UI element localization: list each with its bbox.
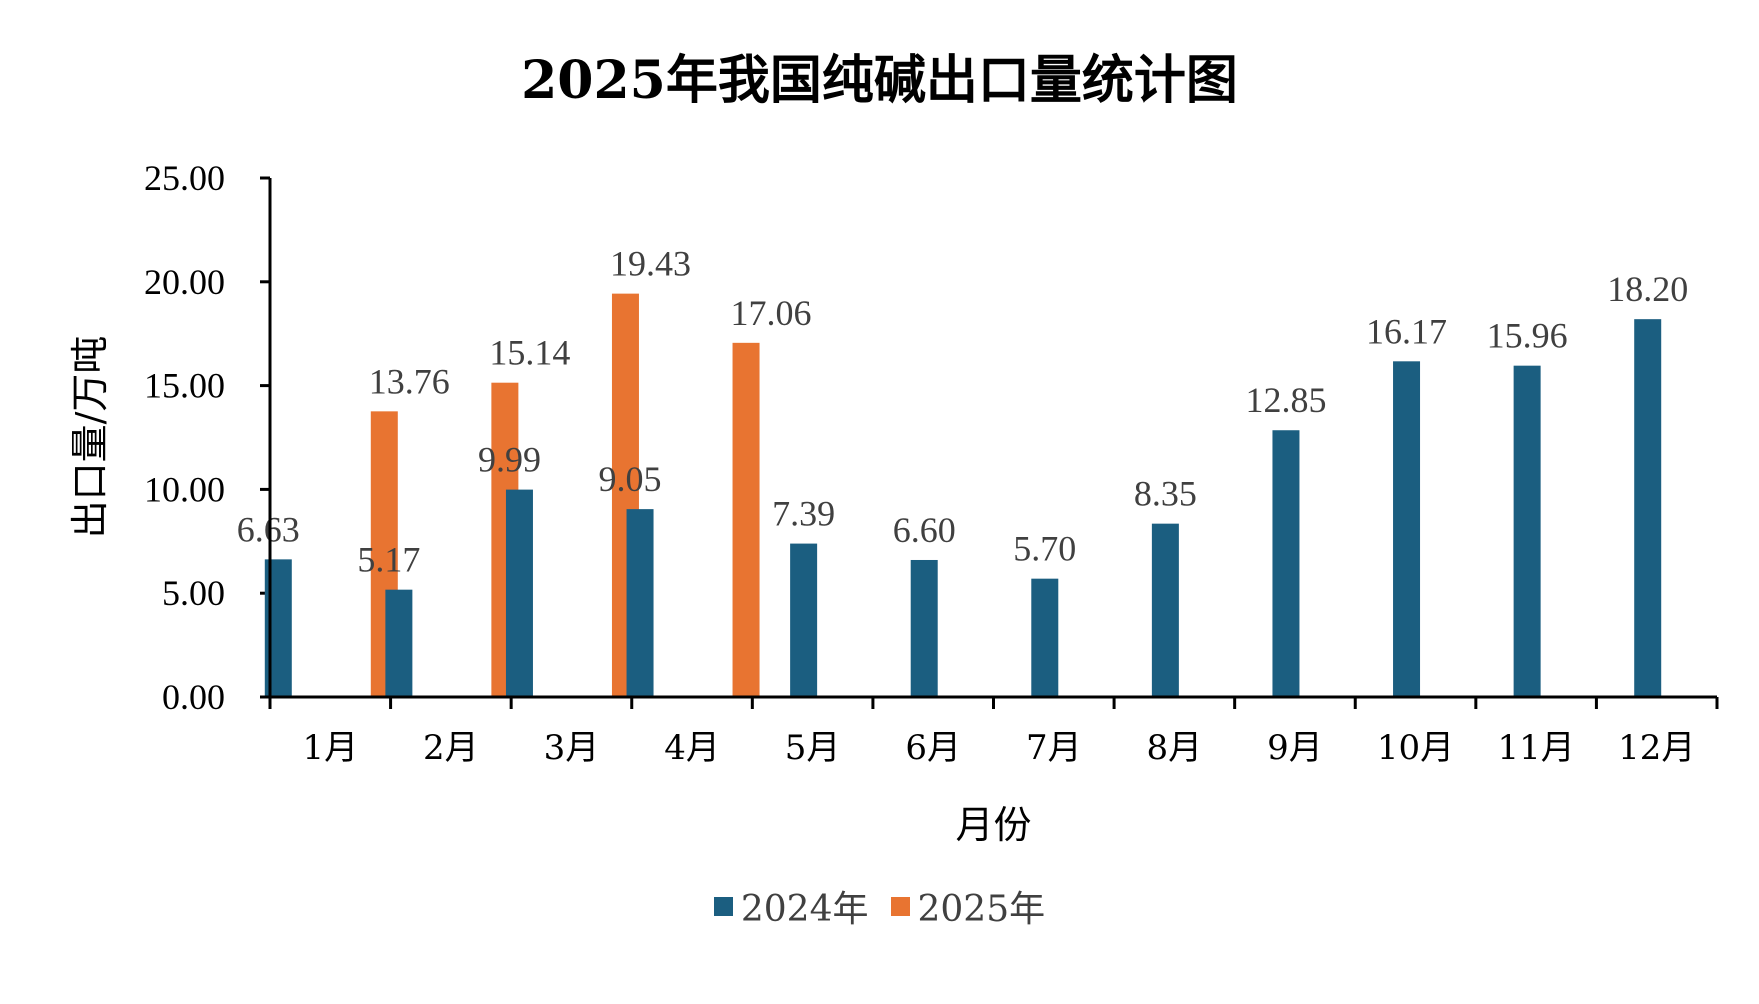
y-tick-label: 0.00 <box>162 677 225 717</box>
y-tick-label: 10.00 <box>144 469 225 509</box>
bar-2024年-3月[interactable] <box>505 489 533 697</box>
x-tick-label: 2月 <box>423 728 479 768</box>
x-tick-label: 4月 <box>664 728 720 768</box>
data-label: 17.06 <box>731 293 812 333</box>
y-tick-label: 15.00 <box>144 366 225 406</box>
data-label: 12.85 <box>1245 380 1326 420</box>
data-label: 5.17 <box>357 540 420 580</box>
bar-2024年-7月[interactable] <box>1031 578 1059 697</box>
legend-item-2025[interactable]: 2025年 <box>890 880 1046 932</box>
bar-2024年-4月[interactable] <box>626 509 654 697</box>
data-label: 13.76 <box>369 361 450 401</box>
x-axis-title: 月份 <box>955 803 1031 847</box>
bar-2024年-10月[interactable] <box>1393 361 1421 697</box>
data-label: 18.20 <box>1607 269 1688 309</box>
x-tick-label: 11月 <box>1497 728 1574 768</box>
data-label: 7.39 <box>772 494 835 534</box>
legend-swatch-2025 <box>890 896 910 916</box>
bar-2024年-12月[interactable] <box>1634 319 1662 697</box>
legend-item-2024[interactable]: 2024年 <box>713 880 869 932</box>
data-label: 6.63 <box>237 509 300 549</box>
x-tick-label: 10月 <box>1377 728 1454 768</box>
x-tick-label: 3月 <box>544 728 600 768</box>
y-tick-label: 25.00 <box>144 158 225 198</box>
data-label: 16.17 <box>1366 311 1447 351</box>
bar-2024年-9月[interactable] <box>1272 430 1300 697</box>
data-label: 19.43 <box>610 244 691 284</box>
bar-2025年-4月[interactable] <box>732 342 760 697</box>
x-tick-label: 8月 <box>1147 728 1203 768</box>
bar-2024年-6月[interactable] <box>910 559 938 697</box>
y-tick-label: 5.00 <box>162 573 225 613</box>
bar-2024年-8月[interactable] <box>1151 523 1179 697</box>
axes <box>260 178 1719 709</box>
y-axis-ticks: 0.00 5.00 10.00 15.00 20.00 25.00 <box>144 158 270 717</box>
x-tick-label: 7月 <box>1026 728 1082 768</box>
bars-group: 6.63 13.76 5.17 15.14 9.99 19.43 9.05 17.06 7.39… <box>237 244 1688 697</box>
y-axis-title: 出口量/万吨 <box>68 336 112 539</box>
chart-title: 2025年我国纯碱出口量统计图 <box>521 50 1238 111</box>
data-label: 9.99 <box>478 440 541 480</box>
bar-2024年-2月[interactable] <box>385 589 413 697</box>
legend-label-2024: 2024年 <box>740 889 869 930</box>
bar-2024年-11月[interactable] <box>1513 365 1541 697</box>
legend-swatch-2024 <box>713 896 733 916</box>
x-tick-label: 1月 <box>302 728 358 768</box>
x-axis-labels: 1月 2月 3月 4月 5月 6月 7月 8月 9月 10月 11月 12月 <box>302 728 1695 768</box>
x-tick-label: 9月 <box>1267 728 1323 768</box>
x-tick-label: 6月 <box>905 728 961 768</box>
data-label: 8.35 <box>1134 474 1197 514</box>
data-label: 15.96 <box>1487 316 1568 356</box>
data-label: 9.05 <box>599 459 662 499</box>
x-tick-label: 5月 <box>785 728 841 768</box>
bar-2024年-5月[interactable] <box>790 543 818 697</box>
data-label: 5.70 <box>1013 529 1076 569</box>
x-tick-label: 12月 <box>1618 728 1695 768</box>
y-tick-label: 20.00 <box>144 262 225 302</box>
data-label: 15.14 <box>489 333 570 373</box>
legend-label-2025: 2025年 <box>917 889 1046 930</box>
data-label: 6.60 <box>893 510 956 550</box>
legend: 2024年 2025年 <box>0 880 1759 932</box>
